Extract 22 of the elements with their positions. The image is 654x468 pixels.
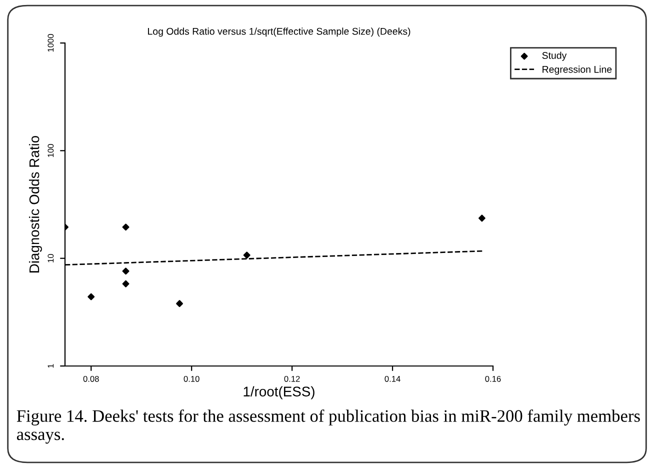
x-tick-label: 0.14: [384, 376, 400, 382]
y-tick-label: 1: [48, 364, 54, 368]
x-tick-label: 0.16: [485, 376, 501, 382]
point: [478, 214, 486, 222]
x-tick-label: 0.12: [284, 376, 300, 382]
x-axis-title: 1/root(ESS): [244, 386, 314, 400]
caption: Figure 14. Deeks' tests for the assessment of publication bias in miR-200 family members assays.: [16, 410, 640, 444]
point: [122, 280, 130, 288]
point: [122, 224, 130, 231]
point: [176, 300, 184, 308]
y-tick-label: 1000: [48, 34, 54, 52]
point: [243, 252, 250, 259]
legend-label: Regression Line: [542, 66, 612, 75]
x-tick-label: 0.08: [83, 376, 99, 382]
chart-title: Log Odds Ratio versus 1/sqrt(Effective Sample Size) (Deeks): [148, 28, 410, 37]
point: [122, 268, 130, 275]
y-tick-label: 10: [48, 254, 54, 262]
y-axis-title: Diagnostic Odds Ratio: [29, 136, 42, 272]
x-tick-label: 0.10: [184, 376, 200, 382]
legend-label: Study: [542, 52, 567, 61]
y-tick-label: 100: [48, 144, 54, 157]
point: [88, 293, 95, 300]
